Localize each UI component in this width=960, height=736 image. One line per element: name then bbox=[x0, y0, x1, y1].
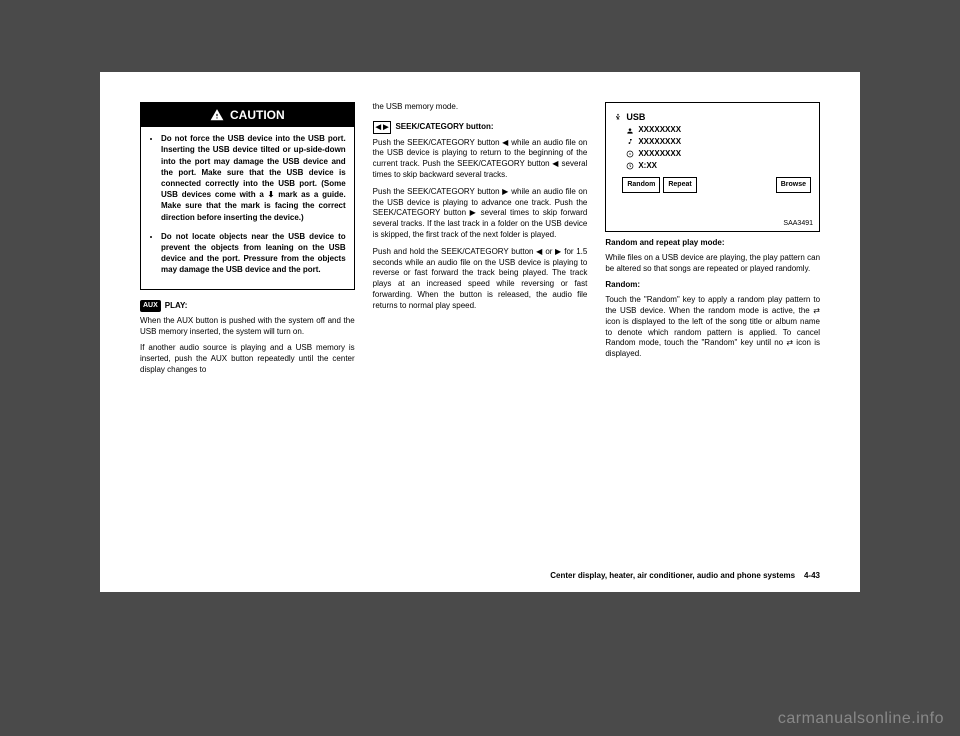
figure-buttons: Random Repeat Browse bbox=[622, 177, 811, 192]
figure-inner: USB XXXXXXXX XXXXXXXX XXXXXXXX bbox=[614, 111, 811, 193]
col2-p1: Push the SEEK/CATEGORY button ◀ while an… bbox=[373, 138, 588, 181]
seek-badge-icons bbox=[373, 121, 392, 134]
usb-line-3: XXXXXXXX bbox=[626, 149, 811, 160]
usb-figure: USB XXXXXXXX XXXXXXXX XXXXXXXX bbox=[605, 102, 820, 232]
note-icon bbox=[626, 138, 634, 146]
seek-left-icon bbox=[376, 122, 381, 133]
usb-line-3-text: XXXXXXXX bbox=[638, 149, 681, 160]
usb-line-4: X:XX bbox=[626, 161, 811, 172]
usb-icon bbox=[614, 113, 622, 121]
usb-line-2: XXXXXXXX bbox=[626, 137, 811, 148]
random-head: Random: bbox=[605, 280, 820, 291]
column-1: CAUTION Do not force the USB device into… bbox=[140, 102, 355, 552]
usb-label: USB bbox=[626, 111, 645, 123]
caution-body: Do not force the USB device into the USB… bbox=[141, 127, 354, 289]
aux-badge: AUX bbox=[140, 300, 161, 311]
footer-text: Center display, heater, air conditioner,… bbox=[550, 571, 795, 580]
watermark: carmanualsonline.info bbox=[778, 710, 944, 728]
repeat-button: Repeat bbox=[663, 177, 696, 192]
figure-code: SAA3491 bbox=[783, 219, 813, 228]
seek-right-icon bbox=[383, 122, 388, 133]
page-footer: Center display, heater, air conditioner,… bbox=[550, 571, 820, 580]
play-title: PLAY: bbox=[165, 301, 188, 312]
seek-title: SEEK/CATEGORY button: bbox=[395, 122, 493, 133]
usb-line-1: XXXXXXXX bbox=[626, 125, 811, 136]
caution-item-2: Do not locate objects near the USB devic… bbox=[161, 231, 346, 276]
footer-page: 4-43 bbox=[804, 571, 820, 580]
usb-line-4-text: X:XX bbox=[638, 161, 657, 172]
column-2: the USB memory mode. SEEK/CATEGORY butto… bbox=[373, 102, 588, 552]
seek-section-head: SEEK/CATEGORY button: bbox=[373, 121, 588, 134]
col2-p2: Push the SEEK/CATEGORY button ▶ while an… bbox=[373, 187, 588, 241]
caution-title: CAUTION bbox=[230, 107, 285, 123]
content-columns: CAUTION Do not force the USB device into… bbox=[140, 102, 820, 552]
caution-header: CAUTION bbox=[141, 103, 354, 127]
random-repeat-head: Random and repeat play mode: bbox=[605, 238, 820, 249]
col3-p1: While files on a USB device are playing,… bbox=[605, 253, 820, 275]
play-paragraph-1: When the AUX button is pushed with the s… bbox=[140, 316, 355, 338]
col2-top: the USB memory mode. bbox=[373, 102, 588, 113]
usb-line-1-text: XXXXXXXX bbox=[638, 125, 681, 136]
usb-title-row: USB bbox=[614, 111, 811, 123]
usb-line-2-text: XXXXXXXX bbox=[638, 137, 681, 148]
caution-item-1: Do not force the USB device into the USB… bbox=[161, 133, 346, 223]
play-paragraph-2: If another audio source is playing and a… bbox=[140, 343, 355, 375]
play-section-head: AUX PLAY: bbox=[140, 300, 355, 311]
manual-page: CAUTION Do not force the USB device into… bbox=[100, 72, 860, 592]
column-3: USB XXXXXXXX XXXXXXXX XXXXXXXX bbox=[605, 102, 820, 552]
clock-icon bbox=[626, 162, 634, 170]
caution-box: CAUTION Do not force the USB device into… bbox=[140, 102, 355, 290]
disc-icon bbox=[626, 150, 634, 158]
col2-p3: Push and hold the SEEK/CATEGORY button ◀… bbox=[373, 247, 588, 312]
person-icon bbox=[626, 127, 634, 135]
col3-p2: Touch the "Random" key to apply a random… bbox=[605, 295, 820, 360]
random-button: Random bbox=[622, 177, 660, 192]
warning-icon bbox=[210, 108, 224, 122]
browse-button: Browse bbox=[776, 177, 811, 192]
